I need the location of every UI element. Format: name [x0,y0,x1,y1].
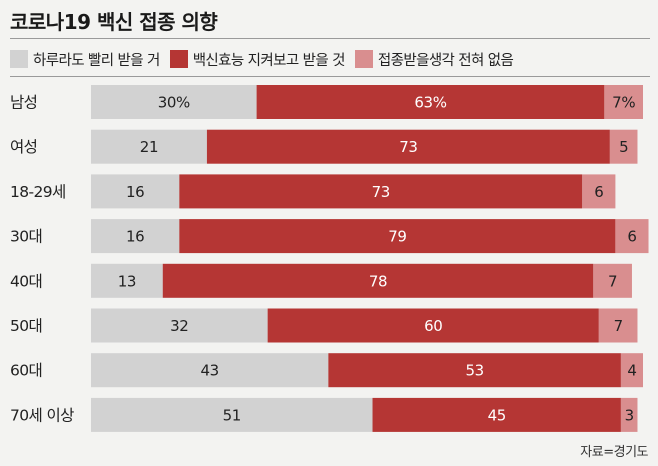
data-label-wait: 45 [488,406,506,424]
category-label: 남성 [10,94,37,112]
bar-segment-never [620,353,643,388]
source-note: 자료=경기도 [580,445,648,460]
bar-segment-never [609,129,638,164]
data-label-wait: 78 [369,272,387,290]
data-label-wait: 60 [424,317,442,335]
legend-item-wait: 백신효능 지켜보고 받을 것 [169,49,346,70]
bar-segment-fast [91,129,207,164]
legend: 하루라도 빨리 받을 거 백신효능 지켜보고 받을 것 접종받을생각 전혀 없음 [10,48,523,70]
data-label-fast: 51 [223,406,241,424]
legend-divider [10,76,650,77]
data-label-never: 3 [625,406,634,424]
data-label-never: 4 [627,362,636,380]
legend-swatch-never [354,50,373,68]
legend-label-fast: 하루라도 빨리 받을 거 [33,52,160,69]
bar-segment-never [598,308,638,343]
bar-segment-wait [372,397,621,432]
bar-segment-never [604,85,643,119]
bar-segment-fast [91,85,257,119]
data-label-never: 6 [594,183,603,201]
bar-segment-wait [179,219,616,254]
data-label-never: 7% [612,94,635,112]
category-label: 60대 [10,362,42,380]
bar-segment-fast [91,174,180,209]
bar-segment-fast [91,397,373,432]
chart-title: 코로나19 백신 접종 의향 [10,10,218,34]
bar-segment-fast [91,353,329,388]
bar-segment-never [593,263,632,298]
data-label-never: 5 [619,138,628,156]
category-label: 50대 [10,317,42,335]
category-label: 여성 [10,138,37,156]
bar-segment-fast [91,308,268,343]
legend-label-never: 접종받을생각 전혀 없음 [377,52,514,69]
category-label: 18-29세 [10,183,66,201]
bar-segment-fast [91,219,180,254]
bar-segment-wait [328,353,621,388]
category-label: 40대 [10,272,42,290]
legend-swatch-fast [10,50,28,68]
bar-segment-wait [162,263,594,298]
bar-segment-wait [267,308,599,343]
data-label-fast: 43 [201,362,219,380]
category-label: 70세 이상 [10,406,74,424]
bar-segment-never [620,397,638,432]
data-label-fast: 32 [170,317,188,335]
data-label-never: 7 [614,317,623,335]
bar-segment-fast [91,263,163,298]
data-label-wait: 73 [372,183,390,201]
data-label-fast: 16 [126,183,144,201]
data-label-fast: 21 [140,138,158,156]
bar-segment-wait [206,129,610,164]
legend-item-fast: 하루라도 빨리 받을 거 [10,49,160,70]
legend-item-never: 접종받을생각 전혀 없음 [354,49,514,70]
data-label-fast: 16 [126,228,144,246]
data-label-never: 7 [608,272,617,290]
bar-segment-wait [256,85,605,119]
data-label-wait: 63% [414,94,446,112]
title-divider [10,38,650,39]
data-label-fast: 30% [158,94,190,112]
category-label: 30대 [10,228,42,246]
legend-swatch-wait [169,50,188,68]
data-label-wait: 53 [465,362,483,380]
bar-segment-never [615,219,649,254]
data-label-fast: 13 [118,272,136,290]
legend-label-wait: 백신효능 지켜보고 받을 것 [192,52,346,69]
data-label-never: 6 [627,228,636,246]
bar-segment-never [582,174,616,209]
data-label-wait: 73 [399,138,417,156]
bar-segment-wait [179,174,583,209]
data-label-wait: 79 [388,228,406,246]
